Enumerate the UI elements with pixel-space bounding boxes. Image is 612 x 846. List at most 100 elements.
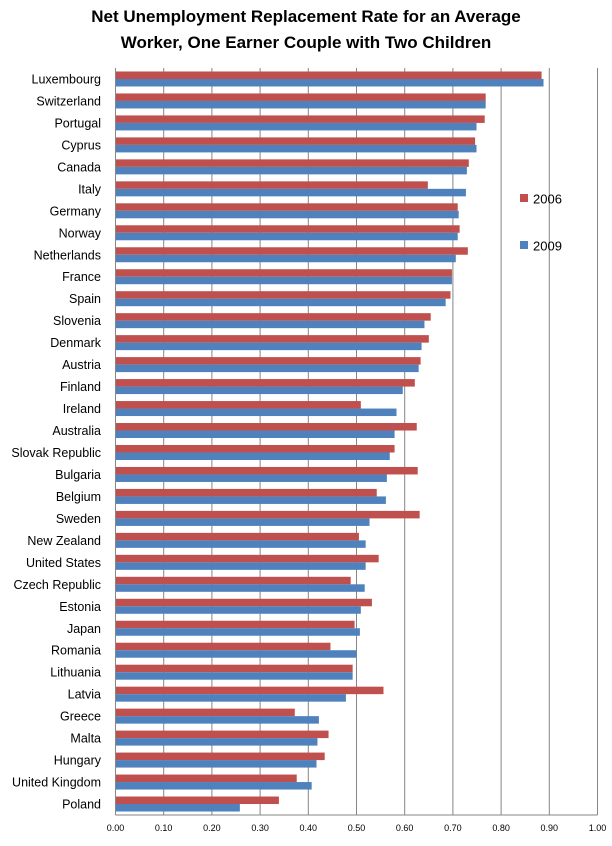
category-label: Slovak Republic (11, 446, 101, 460)
bar-2009 (115, 782, 312, 790)
bar-2006 (115, 291, 451, 299)
legend-swatch-2009 (520, 241, 528, 249)
bar-2009 (115, 650, 357, 658)
bar-2009 (115, 342, 422, 351)
bar-2006 (115, 203, 458, 211)
category-label: New Zealand (27, 534, 101, 548)
category-label: Romania (51, 644, 101, 658)
category-label: Denmark (50, 336, 101, 350)
bar-2006 (115, 225, 460, 233)
bar-2006 (115, 708, 295, 717)
category-label: Lithuania (50, 666, 101, 680)
bar-2006 (115, 401, 361, 409)
bar-2009 (115, 452, 390, 460)
bar-2006 (115, 444, 395, 453)
bar-2006 (115, 269, 452, 277)
category-label: Latvia (68, 688, 101, 702)
x-tick-label: 0.90 (541, 823, 559, 833)
bar-2006 (115, 642, 331, 651)
category-label: Norway (59, 226, 102, 240)
bar-2009 (115, 672, 353, 680)
bar-2009 (115, 320, 425, 329)
bar-2006 (115, 510, 420, 519)
bar-2009 (115, 78, 544, 87)
x-tick-label: 0.80 (492, 823, 510, 833)
bar-2006 (115, 379, 415, 387)
category-label: United Kingdom (12, 776, 101, 790)
bar-2006 (115, 115, 485, 123)
category-label: Luxembourg (32, 72, 102, 86)
bar-2009 (115, 276, 452, 285)
category-label: Poland (62, 798, 101, 812)
legend-swatch-2006 (520, 194, 528, 202)
bar-2009 (115, 474, 387, 482)
bar-2006 (115, 686, 384, 695)
category-label: United States (26, 556, 101, 570)
category-label: Switzerland (36, 94, 101, 108)
bar-2006 (115, 247, 468, 255)
category-label: Ireland (63, 402, 101, 416)
bar-2009 (115, 364, 419, 373)
bar-2009 (115, 716, 319, 724)
category-label: Belgium (56, 490, 101, 504)
bar-2006 (115, 752, 325, 761)
bar-2009 (115, 188, 466, 197)
bar-2009 (115, 562, 366, 570)
category-label: Austria (62, 358, 101, 372)
x-tick-label: 0.30 (251, 823, 269, 833)
bar-2006 (115, 620, 355, 629)
x-tick-label: 0.10 (155, 823, 173, 833)
bar-2006 (115, 598, 372, 607)
category-label: Germany (50, 204, 102, 218)
category-label: Estonia (59, 600, 101, 614)
category-label: Italy (78, 182, 102, 196)
category-label: Portugal (54, 116, 101, 130)
bar-2006 (115, 730, 329, 739)
x-tick-label: 0.40 (300, 823, 318, 833)
category-label: Malta (70, 732, 101, 746)
category-label: France (62, 270, 101, 284)
bar-2006 (115, 71, 542, 79)
x-tick-label: 0.00 (107, 823, 125, 833)
bar-2009 (115, 430, 395, 439)
bar-2009 (115, 166, 467, 175)
bar-2009 (115, 298, 446, 307)
x-tick-label: 0.70 (444, 823, 462, 833)
category-label: Australia (52, 424, 101, 438)
bar-2009 (115, 804, 240, 812)
x-tick-label: 0.60 (396, 823, 414, 833)
bar-2009 (115, 100, 486, 109)
bar-2006 (115, 181, 428, 189)
x-tick-label: 0.20 (203, 823, 221, 833)
bar-2006 (115, 466, 418, 475)
bar-2009 (115, 738, 318, 746)
chart-title-line-2: Worker, One Earner Couple with Two Child… (120, 33, 492, 52)
category-label: Cyprus (61, 138, 101, 152)
category-label: Hungary (54, 754, 102, 768)
category-label: Bulgaria (55, 468, 101, 482)
legend-label-2009: 2009 (533, 239, 562, 254)
bar-2009 (115, 606, 361, 614)
category-label: Canada (57, 160, 101, 174)
category-label: Spain (69, 292, 101, 306)
category-label: Japan (67, 622, 101, 636)
category-label: Sweden (56, 512, 101, 526)
bar-2006 (115, 137, 476, 145)
category-label: Greece (60, 710, 101, 724)
bar-2006 (115, 93, 486, 101)
bar-2009 (115, 694, 346, 702)
bar-2006 (115, 313, 431, 321)
bar-2009 (115, 254, 456, 263)
bar-2009 (115, 760, 317, 768)
bar-2009 (115, 518, 370, 526)
bar-2009 (115, 628, 360, 636)
bar-2009 (115, 122, 477, 131)
bar-2006 (115, 664, 353, 673)
bar-2009 (115, 540, 366, 548)
bar-2006 (115, 532, 359, 541)
bar-2009 (115, 232, 458, 241)
bar-2006 (115, 335, 429, 343)
bar-2009 (115, 584, 365, 592)
category-label: Finland (60, 380, 101, 394)
bar-2006 (115, 357, 421, 365)
